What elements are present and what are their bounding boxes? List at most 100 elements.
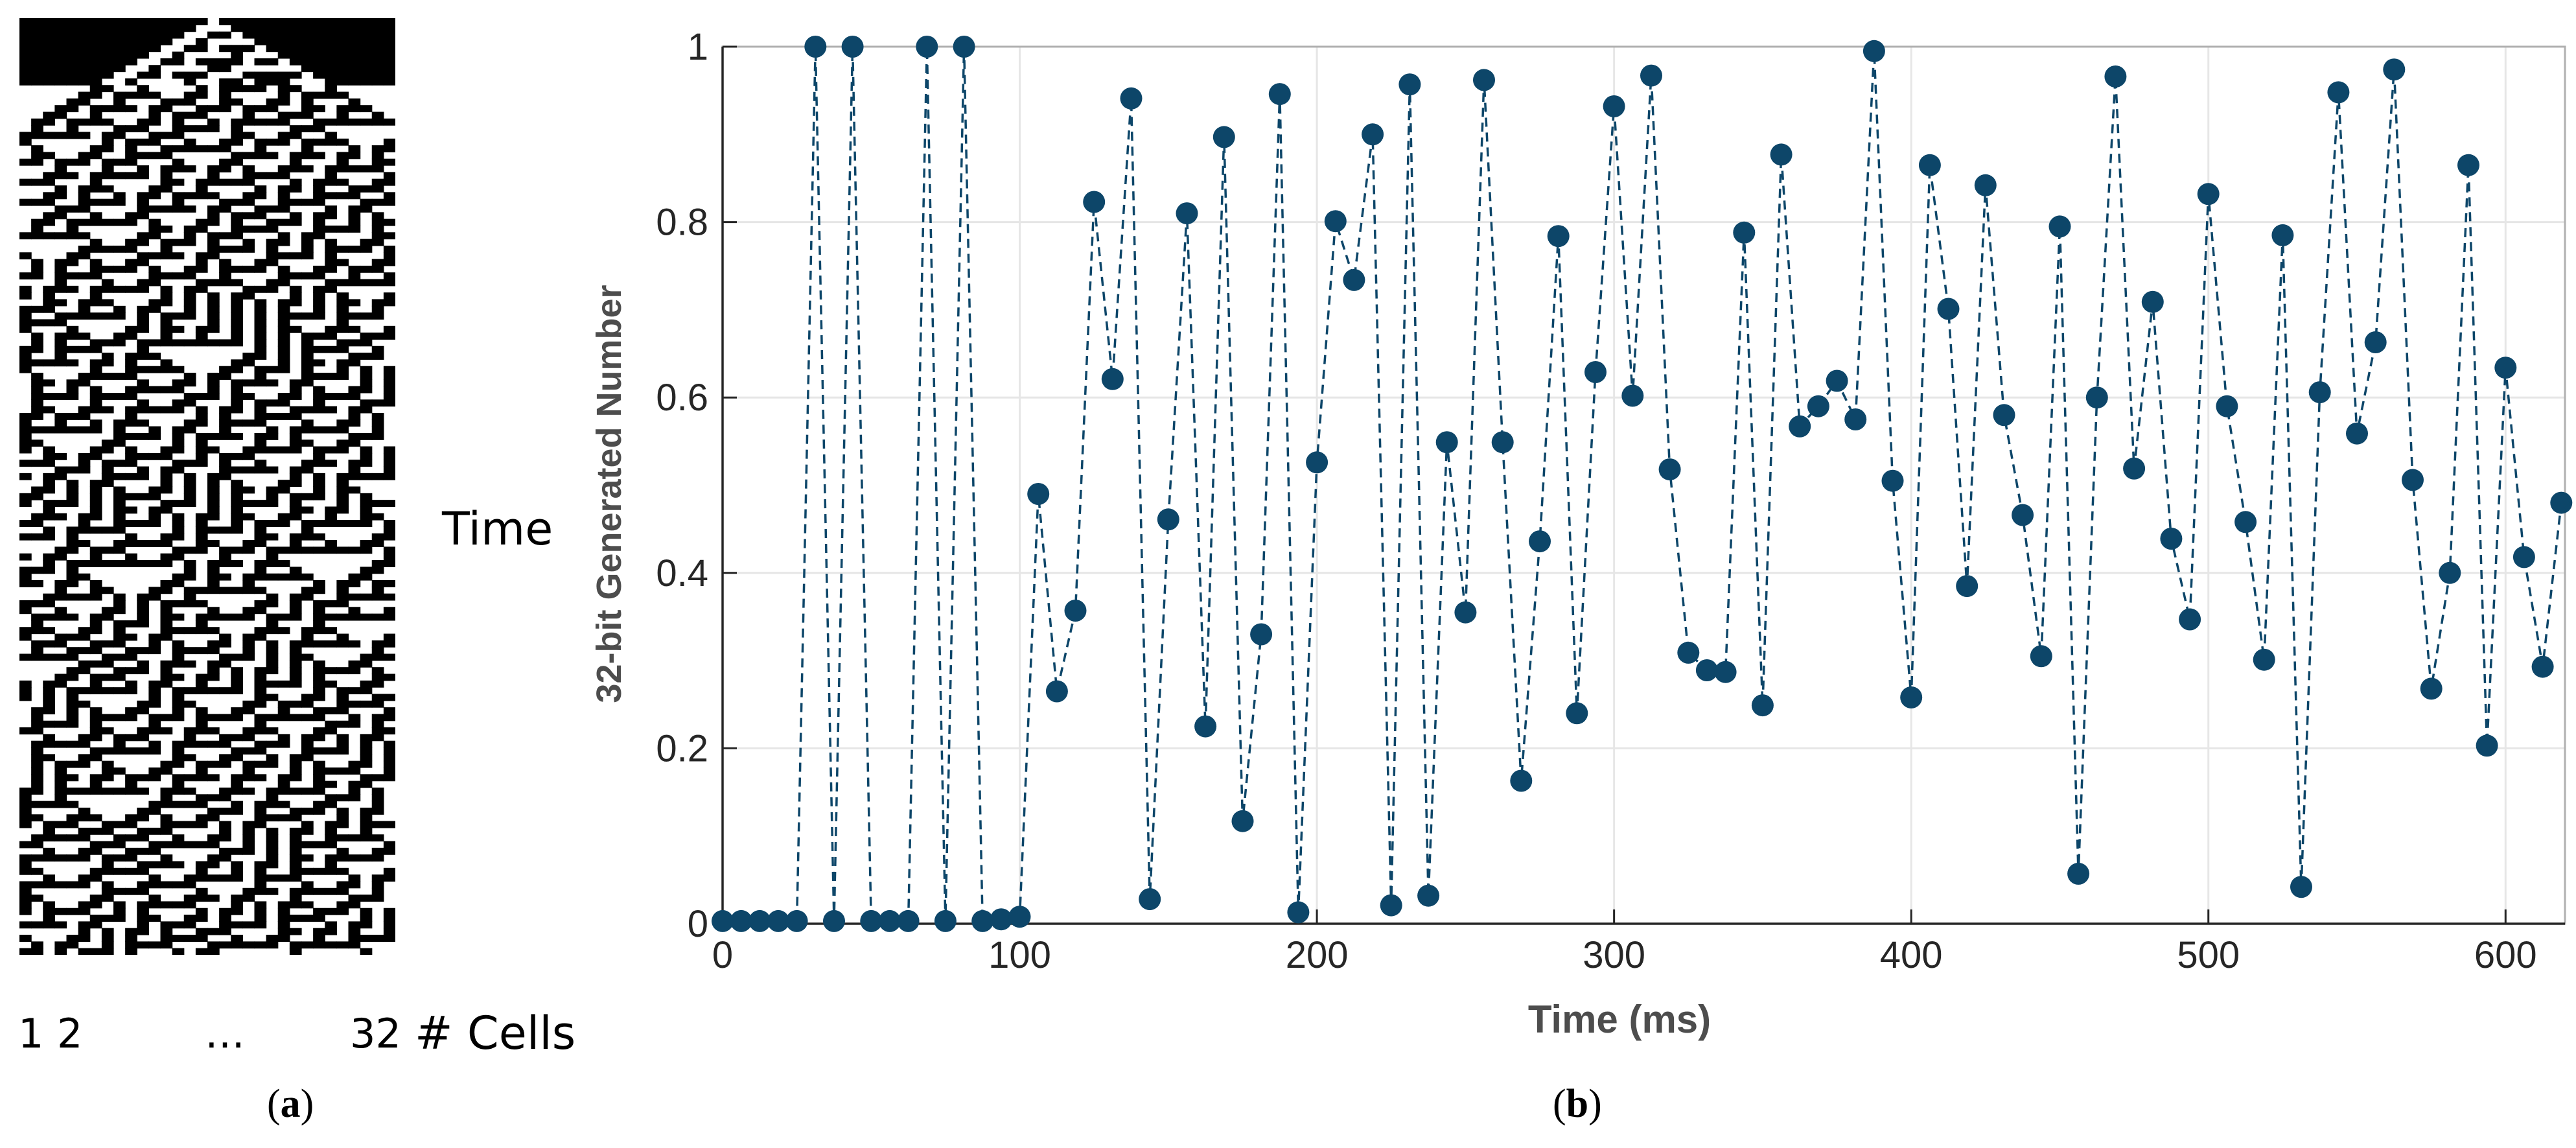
ca-cell bbox=[137, 887, 149, 895]
ca-cell bbox=[371, 305, 384, 313]
ca-cell bbox=[219, 613, 231, 621]
ca-cell bbox=[89, 620, 102, 627]
ca-cell bbox=[19, 861, 32, 869]
ca-cell bbox=[160, 225, 173, 233]
ca-cell bbox=[336, 887, 349, 895]
ca-cell bbox=[19, 921, 32, 929]
ca-cell bbox=[383, 694, 395, 701]
ca-cell bbox=[31, 801, 43, 808]
ca-cell bbox=[43, 218, 55, 226]
ca-cell bbox=[289, 25, 302, 32]
ca-cell bbox=[43, 874, 55, 882]
ca-cell bbox=[207, 486, 220, 494]
ca-cell bbox=[266, 560, 279, 567]
ca-cell bbox=[160, 38, 173, 45]
ca-cell bbox=[137, 118, 149, 126]
ca-cell bbox=[289, 85, 302, 93]
ca-cell bbox=[325, 540, 337, 547]
ca-cell bbox=[101, 747, 114, 755]
data-point bbox=[2512, 546, 2535, 568]
ca-cell bbox=[19, 473, 32, 480]
ca-cell bbox=[219, 847, 231, 855]
ca-cell bbox=[101, 158, 114, 166]
ca-cell bbox=[125, 533, 137, 541]
ca-cell bbox=[31, 486, 43, 494]
ca-cell bbox=[383, 466, 395, 474]
ca-cell bbox=[231, 118, 243, 126]
ca-cell bbox=[231, 359, 243, 367]
ca-cell bbox=[172, 674, 185, 681]
ca-cell bbox=[113, 633, 126, 641]
ca-cell bbox=[195, 760, 208, 768]
ca-cell bbox=[113, 627, 126, 635]
ca-cell bbox=[78, 38, 91, 45]
ca-cell bbox=[137, 386, 149, 393]
ca-cell bbox=[207, 305, 220, 313]
ca-cell bbox=[242, 767, 255, 775]
ca-cell bbox=[371, 874, 384, 882]
data-point bbox=[1900, 686, 1923, 709]
ca-cell bbox=[254, 145, 267, 153]
ca-cell bbox=[348, 700, 361, 708]
data-point bbox=[1566, 702, 1588, 725]
ca-cell bbox=[231, 653, 243, 661]
ca-cell bbox=[172, 386, 185, 393]
ca-cell bbox=[289, 674, 302, 681]
ca-cell bbox=[66, 814, 79, 822]
ca-cell bbox=[78, 305, 91, 313]
ca-cell bbox=[43, 198, 55, 206]
ca-cell bbox=[254, 814, 267, 822]
data-point bbox=[1194, 715, 1217, 738]
ca-cell bbox=[242, 633, 255, 641]
ca-cell bbox=[31, 25, 43, 32]
ca-cell bbox=[31, 232, 43, 240]
y-tick-label: 0.4 bbox=[656, 552, 708, 594]
ca-cell bbox=[231, 386, 243, 393]
ca-cell bbox=[172, 553, 185, 561]
ca-cell bbox=[277, 25, 290, 32]
ca-cell bbox=[325, 640, 337, 648]
ca-cell bbox=[172, 339, 185, 347]
ca-cell bbox=[242, 45, 255, 53]
ca-cell bbox=[66, 801, 79, 808]
ca-cell bbox=[19, 573, 32, 581]
ca-cell bbox=[172, 573, 185, 581]
ca-cell bbox=[266, 38, 279, 45]
ca-cell bbox=[160, 58, 173, 65]
ca-cell bbox=[195, 935, 208, 942]
ca-cell bbox=[383, 118, 395, 126]
ca-cell bbox=[125, 452, 137, 460]
ca-cell bbox=[325, 178, 337, 186]
ca-cell bbox=[160, 533, 173, 541]
ca-cell bbox=[54, 212, 67, 220]
ca-cell bbox=[254, 366, 267, 373]
ca-cell bbox=[19, 439, 32, 447]
ca-cell bbox=[325, 707, 337, 715]
ca-cell bbox=[360, 513, 373, 521]
ca-cell bbox=[242, 821, 255, 828]
ca-cell bbox=[325, 854, 337, 862]
ca-cell bbox=[289, 573, 302, 581]
ca-cell bbox=[313, 138, 325, 146]
ca-cell bbox=[31, 78, 43, 86]
ca-cell bbox=[183, 460, 196, 467]
ca-cell bbox=[125, 473, 137, 480]
ca-cell bbox=[113, 25, 126, 32]
ca-cell bbox=[78, 272, 91, 280]
ca-cell bbox=[113, 867, 126, 875]
ca-cell bbox=[313, 640, 325, 648]
ca-cell bbox=[183, 272, 196, 280]
ca-cell bbox=[66, 132, 79, 139]
ca-cell bbox=[348, 607, 361, 615]
ca-cell bbox=[277, 272, 290, 280]
ca-cell bbox=[113, 218, 126, 226]
ca-cell bbox=[43, 132, 55, 139]
ca-cell bbox=[242, 172, 255, 180]
ca-cell bbox=[101, 821, 114, 828]
ca-cell bbox=[266, 640, 279, 648]
data-point bbox=[1881, 469, 1904, 492]
ca-cell bbox=[242, 847, 255, 855]
series-polyline bbox=[723, 46, 2563, 922]
ca-cell bbox=[195, 687, 208, 695]
ca-cell bbox=[54, 172, 67, 180]
